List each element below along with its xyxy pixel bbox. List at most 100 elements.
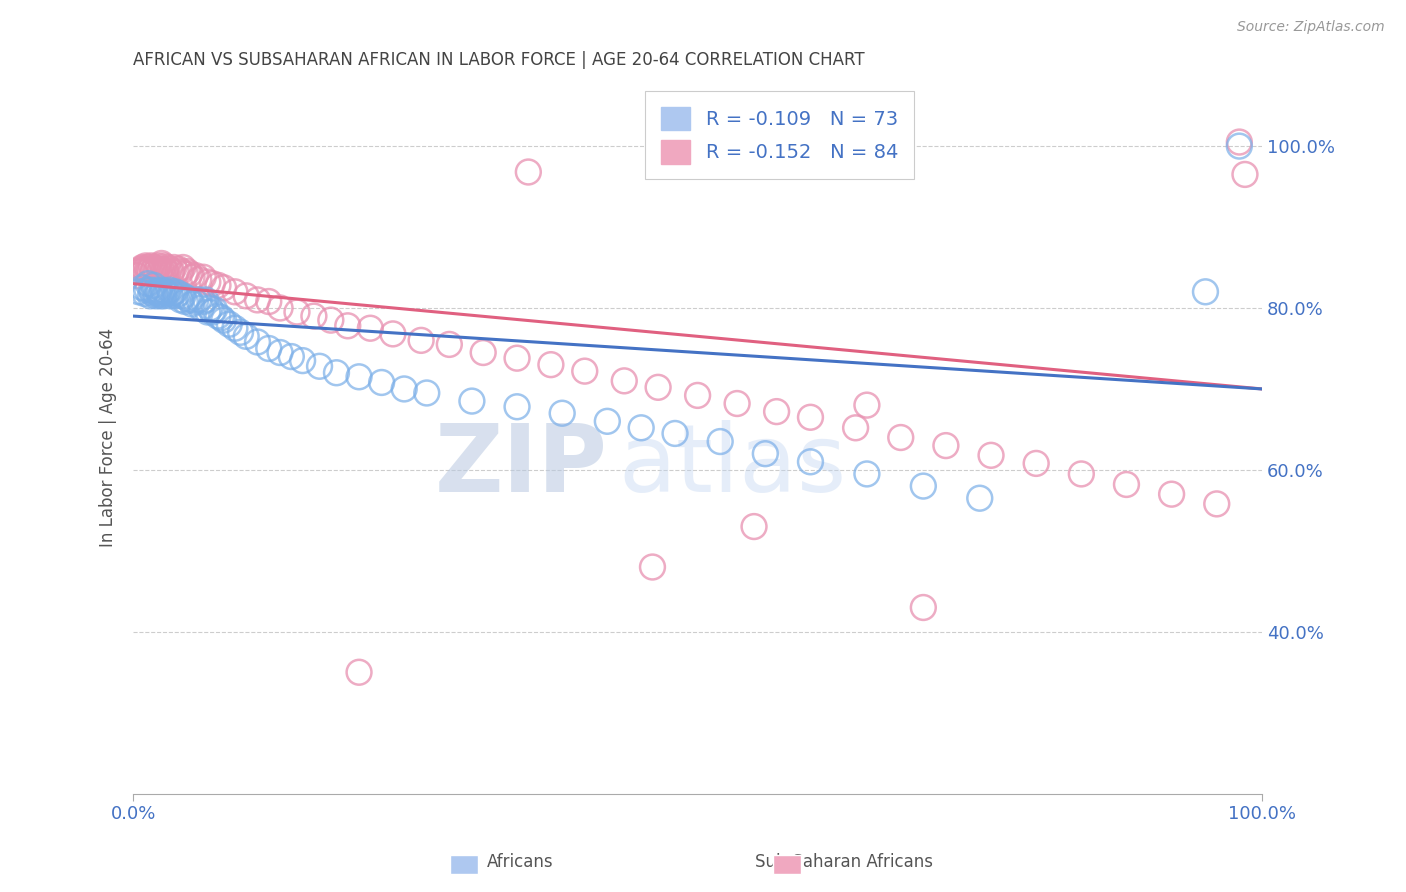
Point [139, 262, 162, 277]
Point [174, 294, 197, 309]
Point [347, 369, 370, 384]
Point [411, 334, 433, 348]
Point [319, 313, 342, 327]
Point [135, 259, 157, 273]
Point [1205, 497, 1227, 511]
Text: atlas: atlas [619, 420, 846, 512]
Point [630, 421, 652, 435]
Point [686, 388, 709, 402]
Point [224, 321, 246, 335]
Point [641, 560, 664, 574]
Point [725, 396, 748, 410]
Point [176, 264, 198, 278]
Point [799, 410, 821, 425]
Point [162, 286, 184, 301]
Point [845, 421, 868, 435]
Point [131, 281, 153, 295]
Point [506, 400, 529, 414]
Point [179, 293, 201, 307]
Point [159, 262, 181, 277]
Point [204, 302, 226, 317]
Point [149, 262, 172, 277]
Point [149, 289, 172, 303]
Point [370, 376, 392, 390]
Point [856, 467, 879, 481]
Point [128, 264, 150, 278]
Point [193, 294, 215, 309]
Point [969, 491, 991, 506]
Point [143, 260, 166, 275]
Point [152, 264, 174, 278]
Point [613, 374, 636, 388]
Point [187, 273, 209, 287]
Point [145, 289, 167, 303]
Point [461, 394, 484, 409]
Point [138, 264, 160, 278]
Text: Africans: Africans [486, 853, 554, 871]
Point [179, 267, 201, 281]
Point [472, 345, 495, 359]
Point [207, 309, 229, 323]
Point [159, 289, 181, 303]
Point [143, 285, 166, 299]
Point [148, 264, 170, 278]
Point [596, 414, 619, 428]
Point [170, 293, 193, 307]
Point [125, 268, 148, 283]
Point [257, 294, 280, 309]
Point [246, 334, 269, 349]
Point [163, 260, 186, 275]
Point [152, 283, 174, 297]
Point [197, 275, 219, 289]
Point [141, 259, 163, 273]
Point [664, 426, 686, 441]
Point [153, 289, 176, 303]
Point [201, 305, 224, 319]
Point [146, 262, 169, 277]
Point [336, 318, 359, 333]
Point [153, 262, 176, 277]
Point [176, 291, 198, 305]
Point [257, 342, 280, 356]
Point [197, 305, 219, 319]
Point [136, 277, 159, 291]
Point [139, 289, 162, 303]
Point [181, 297, 204, 311]
Point [141, 283, 163, 297]
Text: ZIP: ZIP [434, 420, 607, 512]
Point [381, 326, 404, 341]
Point [280, 350, 302, 364]
Point [167, 286, 190, 301]
Point [141, 286, 163, 301]
Point [134, 262, 156, 277]
Point [269, 345, 291, 359]
Point [347, 665, 370, 680]
Point [291, 353, 314, 368]
Point [194, 293, 217, 307]
Point [174, 267, 197, 281]
Point [285, 305, 308, 319]
Point [142, 278, 165, 293]
Point [1115, 477, 1137, 491]
Point [136, 260, 159, 275]
Point [856, 398, 879, 412]
Point [799, 455, 821, 469]
Point [912, 479, 935, 493]
Point [229, 326, 252, 340]
Point [172, 260, 194, 275]
Point [160, 264, 183, 278]
Point [1025, 457, 1047, 471]
Point [146, 286, 169, 301]
Y-axis label: In Labor Force | Age 20-64: In Labor Force | Age 20-64 [100, 328, 117, 547]
Point [709, 434, 731, 449]
Point [1227, 135, 1250, 149]
Point [218, 317, 240, 331]
Point [765, 404, 787, 418]
Point [1070, 467, 1092, 481]
Point [359, 321, 381, 335]
Point [159, 283, 181, 297]
Point [1233, 168, 1256, 182]
Point [302, 309, 325, 323]
Point [153, 259, 176, 273]
Point [551, 406, 574, 420]
